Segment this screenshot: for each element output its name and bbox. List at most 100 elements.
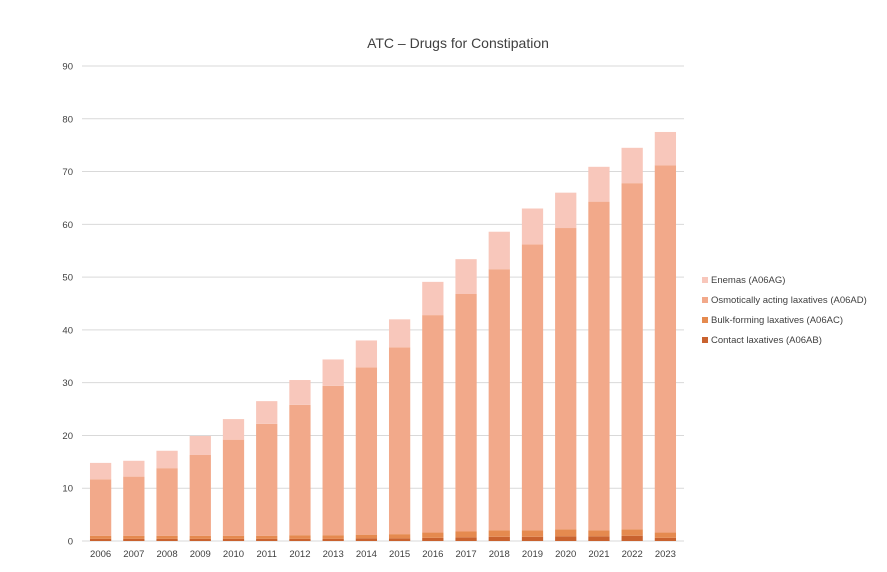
- bar-segment: [156, 538, 178, 541]
- x-tick-label: 2018: [489, 549, 510, 560]
- bar-segment: [488, 231, 510, 270]
- legend-label: Enemas (A06AG): [711, 275, 785, 286]
- bar-stack-2015: [388, 319, 411, 541]
- bar-stack-2008: [156, 450, 178, 541]
- legend-item[interactable]: Contact laxatives (A06AB): [702, 335, 822, 346]
- legend-label: Bulk-forming laxatives (A06AC): [711, 315, 843, 326]
- bar-segment: [289, 404, 311, 536]
- x-tick-label: 2009: [190, 549, 211, 560]
- bar-stack-2019: [521, 208, 544, 541]
- bar-segment: [322, 359, 344, 386]
- bar-segment: [555, 529, 577, 537]
- bar-segment: [355, 538, 378, 541]
- bar-segment: [521, 244, 544, 531]
- bar-segment: [355, 534, 378, 539]
- bar-segment: [156, 450, 178, 469]
- bar-segment: [322, 535, 344, 539]
- bar-segment: [123, 535, 145, 539]
- bar-segment: [422, 532, 444, 538]
- y-tick-label: 50: [62, 273, 73, 284]
- bar-segment: [89, 535, 112, 539]
- bar-segment: [322, 538, 344, 541]
- bar-stack-2013: [322, 359, 344, 541]
- bar-segment: [588, 530, 610, 537]
- bar-segment: [455, 531, 477, 538]
- bar-stack-2014: [355, 340, 378, 541]
- gridlines: [82, 65, 684, 542]
- x-tick-label: 2007: [123, 549, 144, 560]
- bar-segment: [488, 530, 510, 537]
- bar-segment: [123, 460, 145, 477]
- legend[interactable]: Enemas (A06AG) Osmotically acting laxativ…: [702, 275, 867, 346]
- legend-swatch: [702, 297, 708, 303]
- x-tick-label: 2020: [555, 549, 576, 560]
- bar-segment: [256, 423, 278, 536]
- x-tick-label: 2006: [90, 549, 111, 560]
- x-tick-label: 2008: [156, 549, 177, 560]
- y-tick-label: 70: [62, 167, 73, 178]
- y-tick-label: 10: [62, 484, 73, 495]
- bar-segment: [355, 340, 378, 368]
- legend-label: Osmotically acting laxatives (A06AD): [711, 295, 867, 306]
- bar-segment: [654, 165, 677, 533]
- bar-stack-2023: [654, 131, 677, 541]
- bar-segment: [422, 537, 444, 541]
- bar-segment: [222, 535, 245, 539]
- bar-segment: [521, 208, 544, 245]
- bar-segment: [156, 468, 178, 536]
- bar-segment: [388, 534, 411, 539]
- bar-segment: [422, 281, 444, 316]
- bar-segment: [322, 385, 344, 536]
- chart-title: ATC – Drugs for Constipation: [367, 35, 549, 51]
- bar-segment: [89, 479, 112, 536]
- bar-segment: [189, 538, 211, 541]
- bars: [89, 131, 677, 541]
- bar-segment: [588, 166, 610, 202]
- bar-stack-2020: [555, 192, 577, 541]
- bar-segment: [555, 228, 577, 530]
- bar-segment: [588, 536, 610, 541]
- bar-segment: [123, 476, 145, 536]
- legend-item[interactable]: Enemas (A06AG): [702, 275, 785, 286]
- bar-segment: [455, 294, 477, 532]
- y-tick-label: 30: [62, 378, 73, 389]
- legend-swatch: [702, 317, 708, 323]
- bar-stack-2007: [123, 460, 145, 541]
- bar-segment: [621, 529, 643, 536]
- bar-stack-2016: [422, 281, 444, 541]
- x-tick-label: 2022: [622, 549, 643, 560]
- y-tick-label: 40: [62, 325, 73, 336]
- legend-item[interactable]: Bulk-forming laxatives (A06AC): [702, 315, 843, 326]
- y-tick-label: 80: [62, 114, 73, 125]
- bar-segment: [488, 269, 510, 531]
- legend-swatch: [702, 277, 708, 283]
- bar-segment: [89, 462, 112, 480]
- bar-segment: [256, 538, 278, 541]
- x-tick-label: 2010: [223, 549, 244, 560]
- bar-segment: [256, 535, 278, 539]
- bar-segment: [588, 201, 610, 531]
- bar-segment: [123, 538, 145, 541]
- bar-segment: [156, 535, 178, 539]
- bar-stack-2018: [488, 231, 510, 541]
- bar-segment: [222, 419, 245, 440]
- y-tick-label: 0: [68, 537, 73, 548]
- x-tick-label: 2013: [323, 549, 344, 560]
- x-tick-label: 2023: [655, 549, 676, 560]
- bar-segment: [521, 536, 544, 541]
- bar-segment: [555, 192, 577, 229]
- bar-segment: [189, 535, 211, 539]
- bar-stack-2006: [89, 462, 112, 541]
- y-tick-label: 90: [62, 62, 73, 73]
- x-tick-label: 2016: [422, 549, 443, 560]
- bar-stack-2022: [621, 147, 643, 541]
- bar-segment: [289, 538, 311, 541]
- bar-segment: [455, 537, 477, 541]
- legend-item[interactable]: Osmotically acting laxatives (A06AD): [702, 295, 867, 306]
- x-tick-label: 2015: [389, 549, 410, 560]
- bar-stack-2010: [222, 419, 245, 541]
- bar-segment: [289, 535, 311, 539]
- bar-stack-2009: [189, 435, 211, 541]
- bar-segment: [388, 538, 411, 541]
